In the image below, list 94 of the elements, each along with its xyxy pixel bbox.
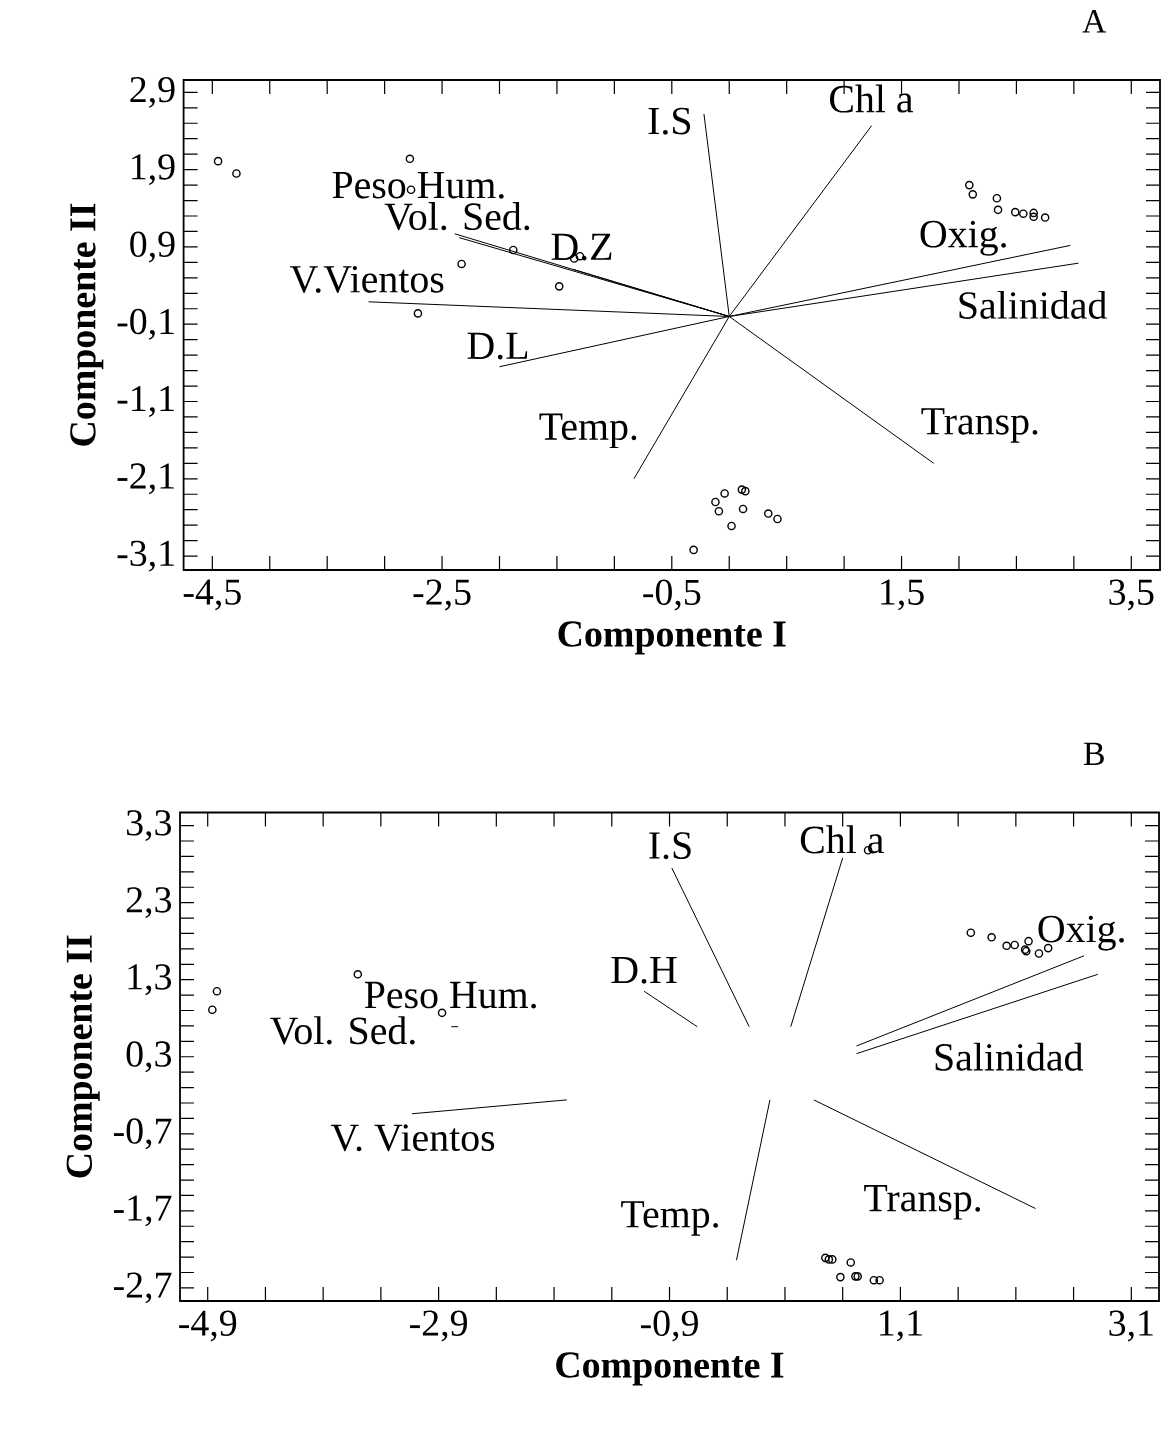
- x-tick-label: -4,5: [183, 579, 241, 611]
- chart-title: B: [1083, 742, 1104, 765]
- point: [406, 185, 416, 195]
- point: [992, 193, 1002, 203]
- x-axis-title: Componente I: [556, 1352, 784, 1386]
- annotation: Chl a: [830, 84, 914, 113]
- annotation: Temp.: [539, 413, 637, 449]
- point: [720, 489, 729, 498]
- annotation: V. Vientos: [330, 1124, 495, 1152]
- point: [1024, 936, 1033, 946]
- point: [1029, 208, 1038, 218]
- point: [738, 504, 748, 514]
- chart-title: A: [1082, 10, 1107, 33]
- point: [1002, 941, 1011, 951]
- annotation: D.H: [611, 956, 677, 984]
- y-tick-label: -1,7: [113, 1195, 172, 1227]
- x-tick-label: -2,9: [410, 1310, 468, 1342]
- y-tick-label: -0,1: [117, 308, 174, 340]
- point: [437, 1008, 447, 1018]
- x-tick-label: -0,9: [640, 1310, 698, 1342]
- annotation: Peso Hum.: [364, 981, 536, 1009]
- annotation: V.Vientos: [290, 265, 444, 293]
- y-tick-label: -2,1: [117, 463, 174, 495]
- point: [846, 1258, 856, 1267]
- point: [966, 928, 976, 937]
- point: [689, 545, 698, 555]
- annotation: Salinidad: [959, 290, 1107, 319]
- annotation: D.L: [467, 332, 528, 360]
- x-axis-title: Componente I: [558, 621, 786, 655]
- x-tick-label: -0,5: [643, 579, 701, 611]
- annotation: I.S: [649, 832, 691, 860]
- y-tick-label: 3,3: [126, 810, 171, 842]
- y-tick-label: 2,3: [126, 887, 171, 919]
- point: [875, 1275, 884, 1285]
- x-tick-label: 3,5: [1109, 579, 1154, 611]
- annotation: D.Z: [551, 233, 612, 261]
- point: [1019, 209, 1028, 218]
- y-tick-label: -2,7: [113, 1272, 172, 1304]
- annotation: Oxig.: [1038, 915, 1124, 951]
- point: [836, 1272, 845, 1282]
- point: [827, 1255, 837, 1264]
- y-tick-label: -3,1: [117, 540, 174, 572]
- point: [993, 205, 1003, 215]
- x-tick-label: 3,1: [1109, 1310, 1153, 1342]
- annotation: Peso Hum.: [332, 172, 504, 199]
- point: [212, 986, 222, 996]
- point: [824, 1255, 834, 1264]
- y-tick-label: -1,1: [117, 386, 174, 417]
- point: [554, 282, 564, 291]
- x-tick-label: -2,5: [413, 579, 471, 611]
- annotation: Chl a: [800, 825, 884, 854]
- y-axis-title: Componente II: [70, 203, 104, 446]
- annotation: Transp.: [864, 1185, 981, 1220]
- annotation: Transp.: [921, 408, 1038, 443]
- annotation: Vol. Sed.: [384, 202, 530, 231]
- annotation: Temp.: [621, 1201, 718, 1236]
- point: [1010, 207, 1020, 217]
- point: [353, 970, 363, 979]
- point: [763, 509, 773, 518]
- annotation: Vol. Sed.: [270, 1016, 415, 1045]
- y-tick-label: 0,3: [126, 1041, 171, 1073]
- y-tick-label: 1,3: [128, 964, 171, 996]
- point: [869, 1275, 879, 1285]
- y-tick-label: 2,9: [130, 76, 175, 108]
- point: [508, 245, 518, 255]
- point: [711, 497, 720, 507]
- y-axis-title: Componente II: [66, 935, 100, 1178]
- point: [457, 259, 466, 269]
- point: [1010, 940, 1019, 950]
- point: [821, 1253, 830, 1263]
- point: [1040, 213, 1050, 222]
- x-tick-label: -4,9: [179, 1310, 237, 1342]
- y-tick-label: -0,7: [113, 1118, 172, 1150]
- point: [208, 1005, 217, 1015]
- x-tick-label: 1,1: [880, 1310, 922, 1342]
- annotation: Salinidad: [935, 1042, 1084, 1071]
- point: [968, 190, 978, 199]
- point: [232, 169, 241, 178]
- point: [965, 180, 974, 190]
- point: [737, 485, 747, 494]
- point: [727, 521, 736, 531]
- y-tick-label: 0,9: [130, 231, 175, 263]
- x-tick-label: 1,5: [881, 579, 924, 611]
- point: [1029, 212, 1038, 222]
- annotation: I.S: [648, 107, 691, 135]
- point: [987, 933, 996, 942]
- point: [741, 486, 750, 496]
- point: [413, 309, 423, 318]
- point: [213, 156, 223, 166]
- point: [405, 154, 415, 164]
- point: [714, 506, 724, 516]
- point: [773, 514, 782, 524]
- annotation: Oxig.: [920, 220, 1006, 256]
- y-tick-label: 1,9: [132, 154, 175, 186]
